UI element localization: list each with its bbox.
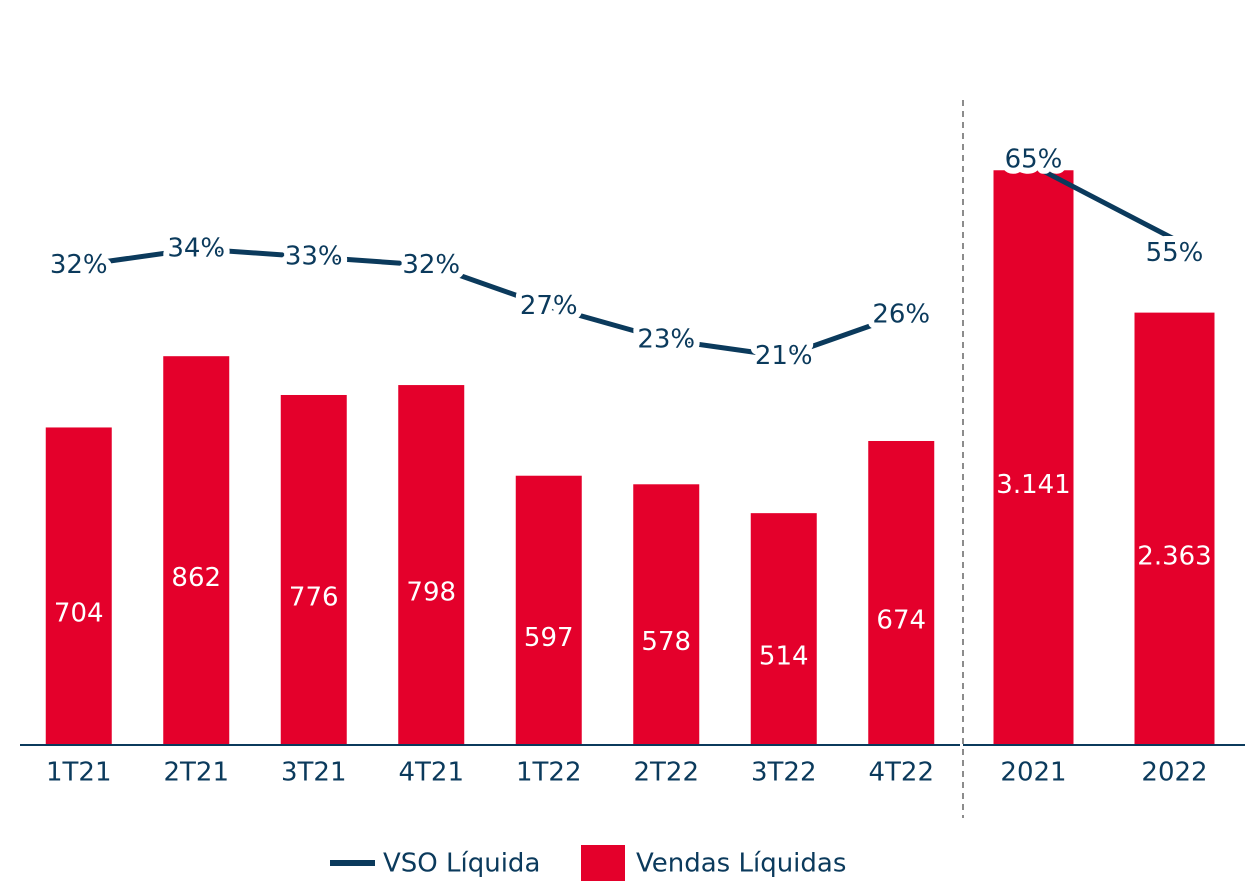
bar-label: 578 [641,627,691,657]
line-label: 33% [285,242,343,272]
legend-swatch [581,845,625,881]
bar-label: 2.363 [1137,541,1211,571]
line-label: 32% [50,250,108,280]
legend-label: Vendas Líquidas [636,849,846,879]
x-tick-label: 2021 [1000,758,1066,788]
bar-label: 674 [876,605,926,635]
bar-label: 776 [289,582,339,612]
x-tick-label: 2022 [1141,758,1207,788]
bar-label: 798 [406,578,456,608]
bar [163,356,230,745]
bar [868,440,935,745]
bar [993,170,1074,746]
line-label: 55% [1146,238,1204,268]
line-label: 27% [520,291,578,321]
x-tick-label: 4T22 [868,758,934,788]
x-tick-label: 3T21 [281,758,347,788]
x-tick-label: 1T22 [516,758,582,788]
bar-label: 514 [759,642,809,672]
line [1032,163,1176,242]
line-label: 32% [402,250,460,280]
legend-label: VSO Líquida [383,849,540,879]
line-label: 65% [1005,144,1063,174]
bar [1134,312,1215,745]
bar [398,385,465,745]
bar-label: 3.141 [996,470,1070,500]
bar [515,475,582,745]
x-tick-label: 1T21 [46,758,112,788]
bar-label: 862 [171,563,221,593]
bar-label: 704 [54,599,104,629]
bar-label: 597 [524,623,574,653]
x-tick-label: 2T21 [163,758,229,788]
line [78,246,903,359]
line-label: 34% [167,233,225,263]
line-label: 26% [872,300,930,330]
line-label: 23% [637,324,695,354]
bar [280,394,347,745]
bar [633,484,700,745]
bar [45,427,112,745]
x-tick-label: 4T21 [398,758,464,788]
line-label: 21% [755,341,813,371]
x-tick-label: 3T22 [751,758,817,788]
bar [750,513,817,745]
x-tick-label: 2T22 [633,758,699,788]
